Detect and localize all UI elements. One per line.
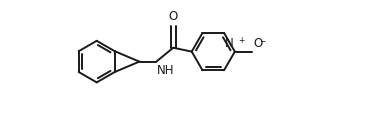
Text: NH: NH: [157, 64, 175, 77]
Text: +: +: [239, 36, 245, 45]
Text: O: O: [253, 37, 262, 50]
Text: O: O: [169, 10, 178, 23]
Text: N: N: [225, 37, 234, 50]
Text: −: −: [259, 37, 266, 46]
